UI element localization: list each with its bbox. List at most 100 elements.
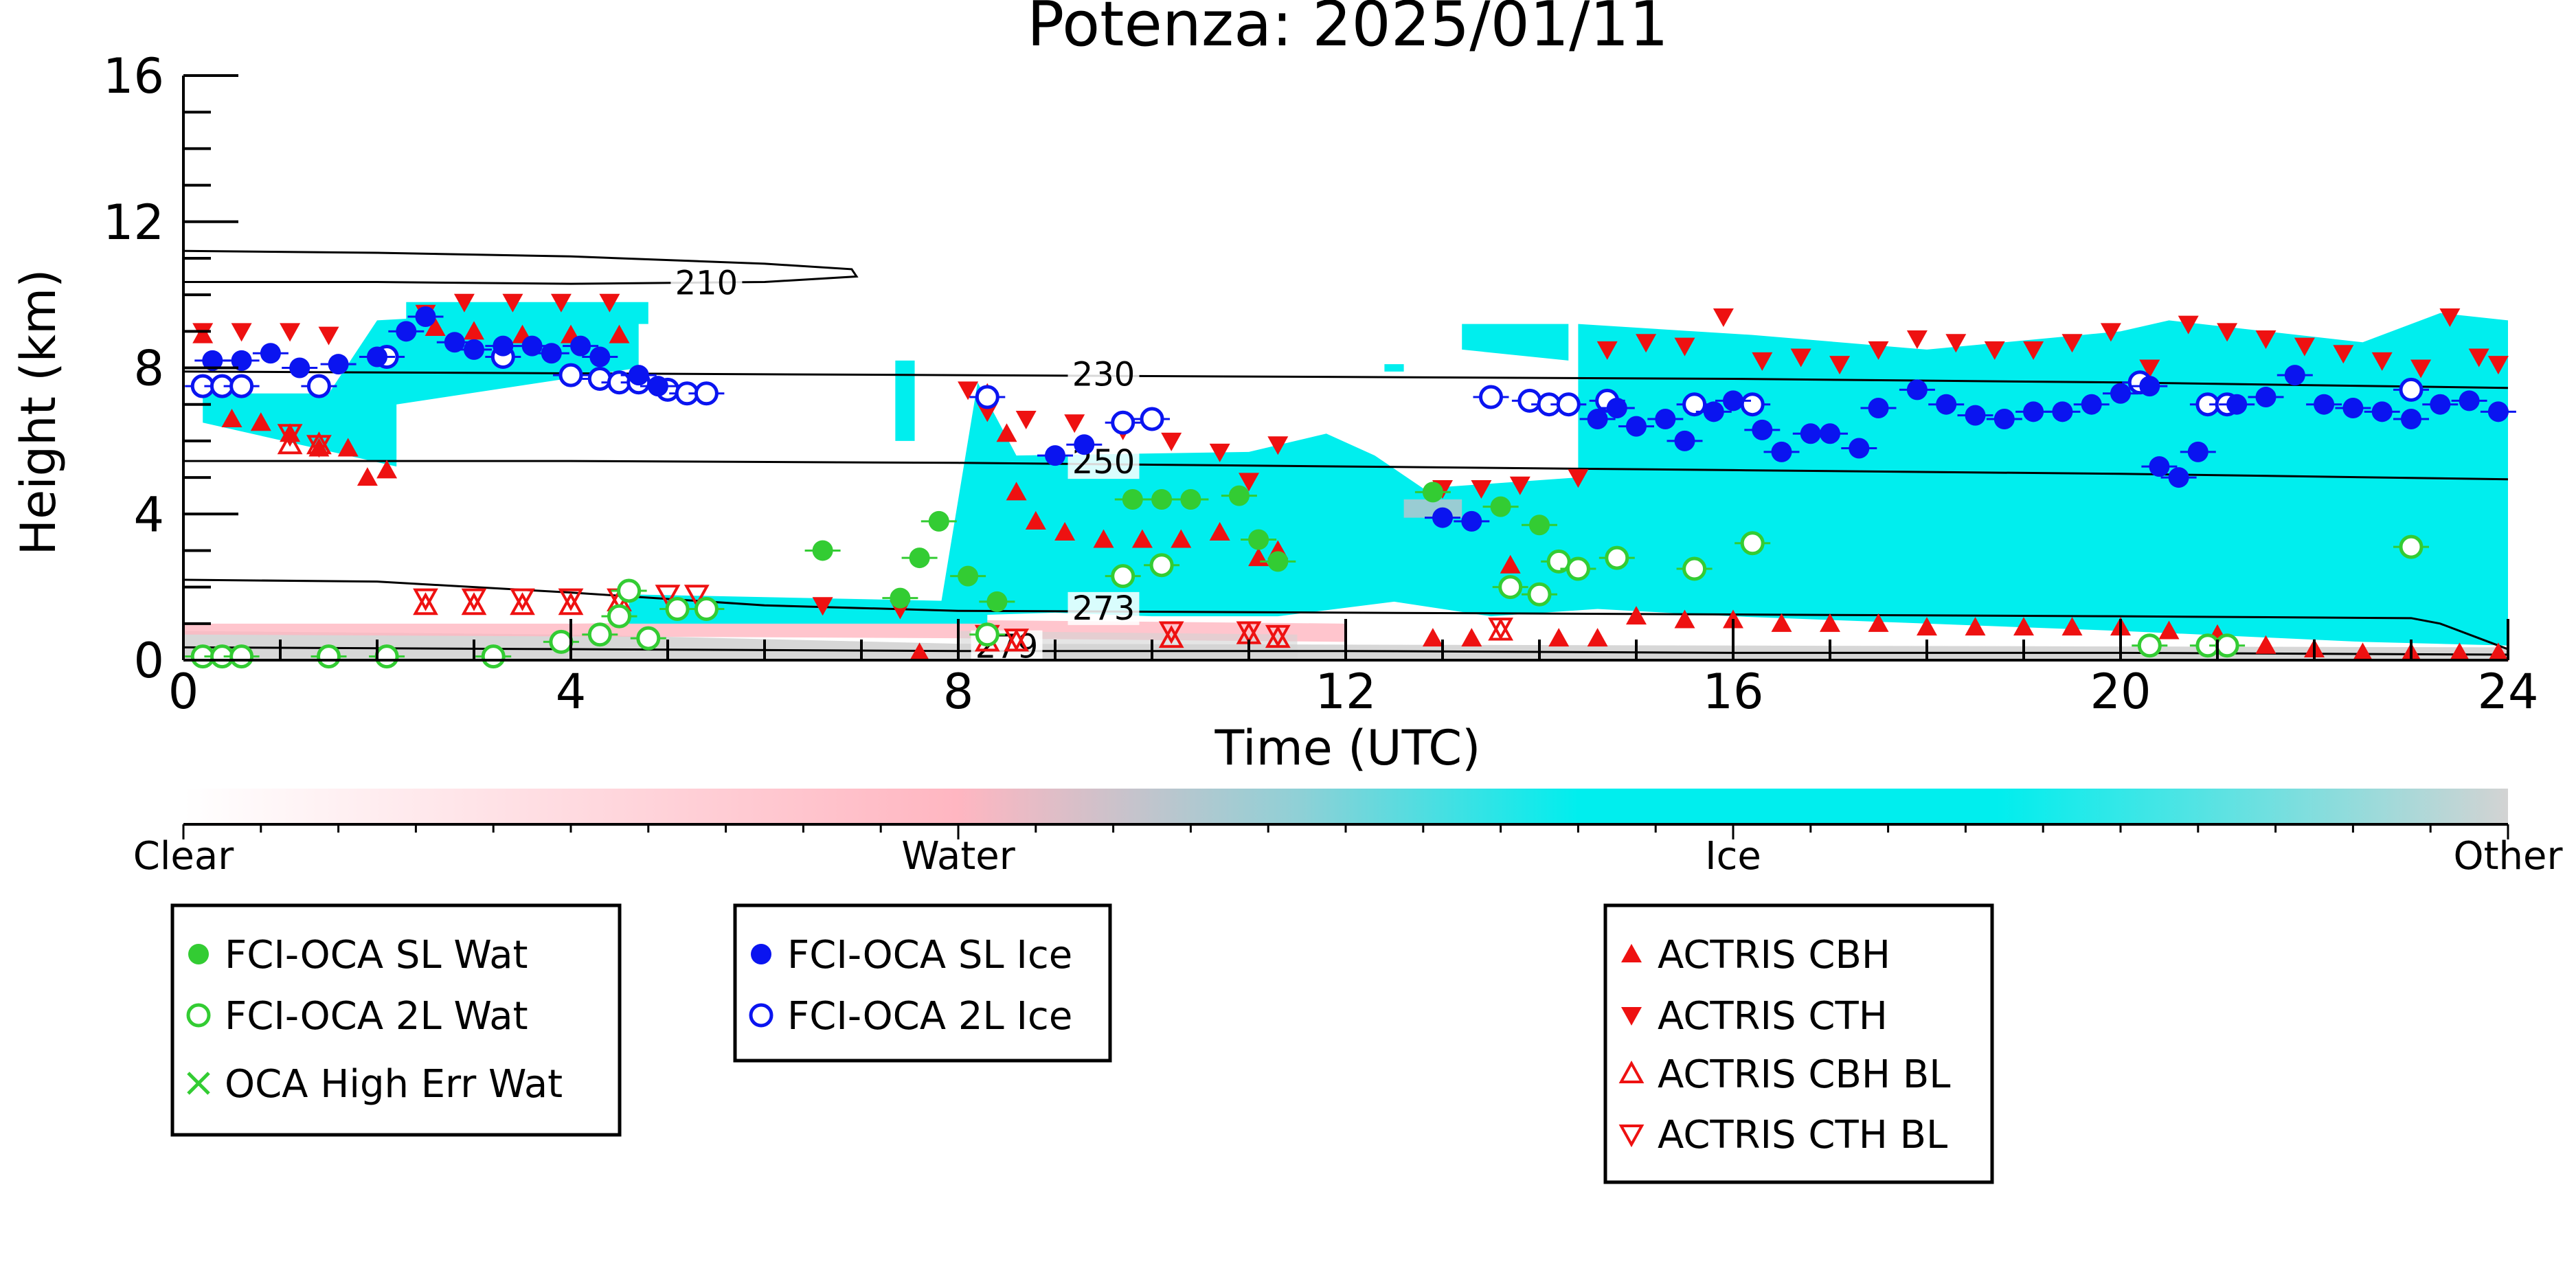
data-point — [2459, 390, 2480, 411]
data-point — [977, 403, 998, 422]
data-point — [2487, 401, 2509, 422]
legend-marker-actris-cbh-bl — [1618, 1060, 1645, 1083]
legend-label-actris-cbh-bl: ACTRIS CBH BL — [1658, 1052, 1950, 1097]
legend-box-3: ACTRIS CBH ACTRIS CTH ACTRIS CBH BL ACTRIS … — [1603, 903, 1994, 1184]
legend-label-oca-high-err-wat: OCA High Err Wat — [225, 1062, 563, 1107]
data-point — [1025, 510, 1046, 530]
data-point — [1267, 436, 1289, 455]
data-point — [558, 588, 584, 611]
data-point — [1740, 531, 1765, 556]
data-point — [2342, 398, 2364, 419]
legend-frame — [733, 903, 1112, 1063]
legend-frame — [1603, 903, 1994, 1184]
data-point — [1965, 617, 1986, 636]
legends: FCI-OCA SL Wat FCI-OCA 2L Wat OCA High Err… — [170, 903, 1994, 1184]
data-point — [1713, 308, 1734, 328]
legend-label-fci-oca-2l-wat: FCI-OCA 2L Wat — [225, 994, 528, 1039]
data-point — [1868, 398, 1889, 419]
data-point — [1498, 575, 1523, 600]
data-point — [1158, 624, 1184, 648]
legend-box-2: FCI-OCA SL Ice FCI-OCA 2L Ice — [733, 903, 1112, 1063]
colorbar-label-clear: Clear — [133, 834, 234, 879]
data-point — [413, 592, 438, 615]
data-point — [357, 467, 378, 486]
data-point — [1093, 529, 1114, 548]
data-point — [975, 622, 999, 647]
data-point — [1149, 553, 1174, 578]
y-tick-label: 12 — [103, 194, 164, 251]
data-point — [415, 306, 436, 328]
legend-frame — [170, 903, 622, 1137]
data-point — [328, 354, 349, 375]
data-point — [1993, 408, 2015, 429]
phase-region — [958, 631, 1298, 660]
legend-entry-actris-cth-bl: ACTRIS CTH BL — [1618, 1113, 1947, 1157]
data-point — [2178, 315, 2199, 335]
data-point — [587, 622, 612, 647]
legend-marker-actris-cth-bl — [1618, 1125, 1645, 1148]
data-point — [2217, 323, 2238, 342]
legend-entry-actris-cbh: ACTRIS CBH — [1621, 933, 1890, 978]
data-point — [202, 350, 223, 371]
legend-marker-oca-high-err-wat — [187, 1072, 210, 1095]
data-point — [1471, 480, 1492, 499]
data-point — [2487, 356, 2509, 375]
legend-box-1: FCI-OCA SL Wat FCI-OCA 2L Wat OCA High Err… — [170, 903, 622, 1137]
data-point — [260, 343, 281, 364]
data-point — [2314, 394, 2335, 415]
data-point — [464, 321, 484, 340]
y-tick-label: 4 — [133, 486, 164, 543]
x-tick-label: 24 — [2477, 664, 2538, 720]
data-point — [510, 588, 535, 611]
data-point — [1703, 401, 1724, 422]
data-point — [587, 366, 612, 391]
data-point — [1674, 337, 1695, 357]
data-point — [229, 374, 254, 398]
data-point — [589, 346, 611, 368]
contour-label-bg — [670, 267, 743, 300]
x-axis-label: Time (UTC) — [1214, 720, 1481, 776]
y-tick-label: 8 — [133, 341, 164, 397]
data-point — [1527, 582, 1552, 607]
data-point — [909, 547, 930, 569]
data-point — [289, 357, 310, 379]
x-tick-label: 16 — [1702, 664, 1763, 720]
data-point — [2061, 334, 2083, 353]
data-point — [1965, 405, 1986, 426]
data-point — [986, 591, 1008, 612]
data-point — [928, 510, 949, 532]
contour-label-230: 230 — [1072, 355, 1136, 394]
legend-entry-actris-cth: ACTRIS CTH — [1621, 994, 1888, 1039]
data-point — [958, 565, 979, 587]
data-point — [1605, 545, 1629, 570]
contour-line-250 — [183, 460, 2509, 481]
x-stroke — [187, 1072, 210, 1095]
chart-title: Potenza: 2025/01/11 — [1027, 0, 1669, 60]
data-point — [1674, 430, 1695, 451]
data-point — [1004, 629, 1029, 652]
data-point — [558, 363, 583, 387]
data-point — [1740, 392, 1765, 417]
series-fci-oca-sl-ice — [194, 306, 2516, 532]
colorbar-label-ice: Ice — [1705, 834, 1761, 879]
data-point — [975, 385, 999, 409]
data-point — [510, 592, 535, 615]
x-tick-label: 0 — [168, 664, 199, 720]
data-markers — [185, 293, 2516, 669]
data-point — [413, 588, 438, 611]
legend-entry-actris-cbh-bl: ACTRIS CBH BL — [1618, 1052, 1950, 1097]
legend-entry-fci-oca-2l-ice: FCI-OCA 2L Ice — [749, 994, 1072, 1039]
data-point — [2399, 534, 2424, 559]
data-point — [2139, 376, 2160, 397]
x-tick-label: 20 — [2090, 664, 2151, 720]
contour-line-210 — [183, 249, 859, 285]
data-point — [1239, 473, 1259, 492]
data-point — [1626, 416, 1647, 437]
legend-entry-fci-oca-2l-wat: FCI-OCA 2L Wat — [186, 994, 528, 1039]
data-point — [2410, 359, 2432, 379]
data-point — [317, 644, 341, 669]
axes: 0 4 8 12 16 0 4 8 12 16 20 24 — [103, 48, 2539, 720]
data-point — [1267, 551, 1289, 572]
data-point — [1236, 621, 1262, 644]
